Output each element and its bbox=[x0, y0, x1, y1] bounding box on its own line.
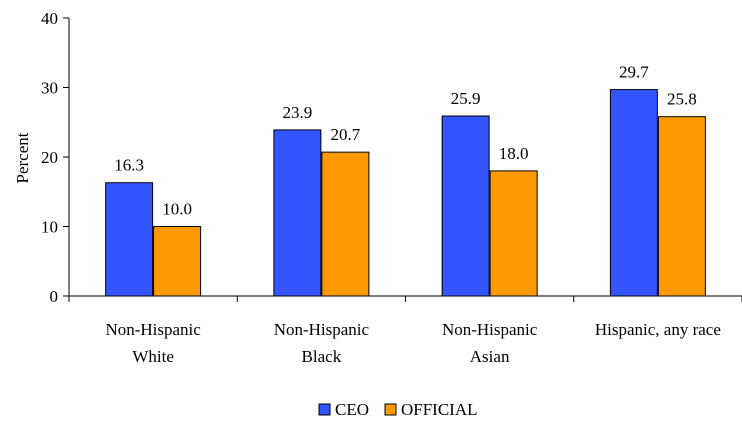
y-tick-label: 0 bbox=[50, 287, 59, 306]
x-tick-label: White bbox=[132, 347, 174, 366]
x-tick-label: Hispanic, any race bbox=[595, 320, 721, 339]
legend-swatch-official bbox=[384, 403, 397, 416]
bar-ceo-3 bbox=[609, 89, 658, 297]
x-tick-label: Asian bbox=[470, 347, 510, 366]
data-label: 18.0 bbox=[499, 144, 529, 163]
data-labels: 16.3 10.0 23.9 20.7 25.9 18.0 29.7 25.8 bbox=[114, 63, 697, 219]
bar-ceo-2 bbox=[441, 115, 490, 297]
x-tick-label: Non-Hispanic bbox=[274, 320, 370, 339]
data-label: 20.7 bbox=[331, 125, 361, 144]
data-label: 16.3 bbox=[114, 156, 144, 175]
legend-swatch-ceo bbox=[318, 403, 331, 416]
bar-ceo-0 bbox=[105, 182, 154, 297]
y-tick-label: 40 bbox=[41, 9, 58, 28]
bar-ceo-1 bbox=[273, 129, 322, 297]
bar-official-2 bbox=[489, 170, 538, 297]
legend-label-official: OFFICIAL bbox=[401, 400, 478, 419]
y-tick-label: 30 bbox=[41, 79, 58, 98]
data-label: 10.0 bbox=[162, 200, 192, 219]
bar-official-3 bbox=[657, 116, 706, 297]
data-label: 25.8 bbox=[667, 90, 697, 109]
bars bbox=[105, 89, 706, 297]
y-tick-label: 10 bbox=[41, 218, 58, 237]
x-tick-label: Black bbox=[302, 347, 342, 366]
x-tick-label: Non-Hispanic bbox=[105, 320, 201, 339]
legend: CEO OFFICIAL bbox=[318, 400, 478, 419]
y-tick-label: 20 bbox=[41, 148, 58, 167]
data-label: 23.9 bbox=[283, 103, 313, 122]
data-label: 29.7 bbox=[619, 63, 649, 82]
bar-official-1 bbox=[321, 151, 370, 297]
bar-official-0 bbox=[153, 226, 202, 297]
y-axis-title: Percent bbox=[13, 132, 32, 183]
y-axis: 0 10 20 30 40 bbox=[41, 9, 70, 306]
x-axis: Non-Hispanic White Non-Hispanic Black Non-Hi… bbox=[68, 295, 742, 366]
data-label: 25.9 bbox=[451, 89, 481, 108]
x-tick-label: Non-Hispanic bbox=[442, 320, 538, 339]
legend-label-ceo: CEO bbox=[335, 400, 369, 419]
